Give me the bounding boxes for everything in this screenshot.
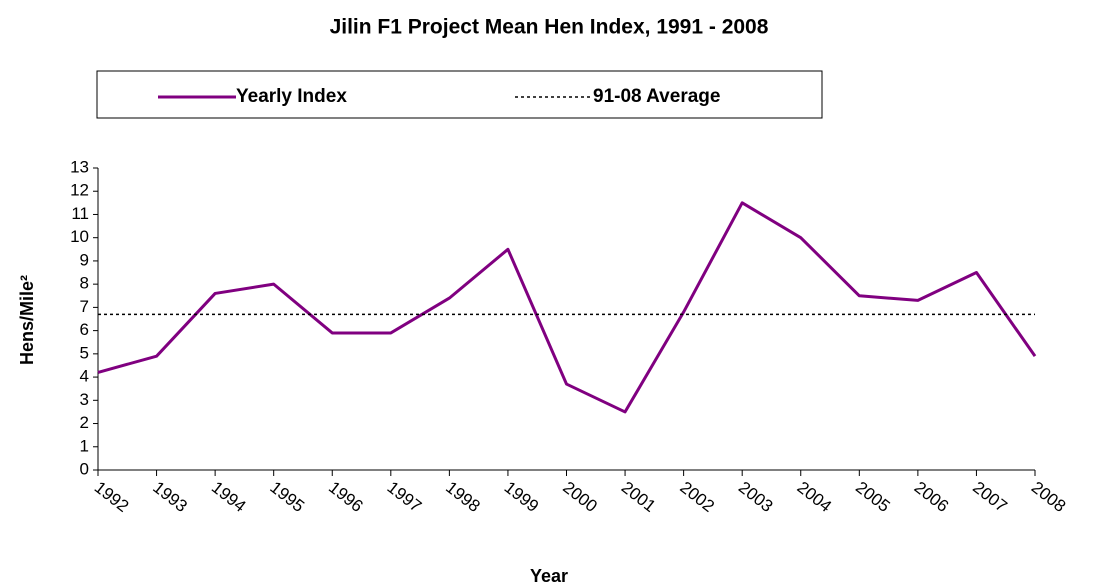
x-tick-label: 2008 xyxy=(1028,478,1070,516)
x-tick-label: 2006 xyxy=(911,478,953,516)
x-tick-label: 1992 xyxy=(91,478,133,516)
x-tick-label: 1995 xyxy=(266,478,308,516)
y-tick-label: 11 xyxy=(71,204,89,223)
x-tick-label: 1999 xyxy=(501,478,543,516)
x-tick-label: 1998 xyxy=(442,478,484,516)
y-axis-label: Hens/Mile² xyxy=(17,275,37,365)
legend-box xyxy=(96,70,823,119)
x-tick-label: 1993 xyxy=(149,478,191,516)
y-tick-label: 5 xyxy=(80,343,89,362)
x-tick-label: 2002 xyxy=(676,478,718,516)
x-tick-label: 2000 xyxy=(559,478,601,516)
y-tick-label: 9 xyxy=(80,250,89,269)
x-tick-label: 2003 xyxy=(735,478,777,516)
x-tick-label: 2004 xyxy=(794,478,836,516)
y-tick-label: 2 xyxy=(80,413,89,432)
y-tick-label: 6 xyxy=(80,320,89,339)
x-tick-label: 2007 xyxy=(969,478,1011,516)
legend-label: Yearly Index xyxy=(236,86,347,107)
x-axis-label: Year xyxy=(530,566,568,586)
y-tick-label: 0 xyxy=(80,459,89,478)
series-line xyxy=(97,201,1037,414)
y-tick-label: 4 xyxy=(80,367,89,386)
y-tick-label: 1 xyxy=(80,436,89,455)
y-tick-label: 13 xyxy=(70,157,89,176)
y-tick-label: 10 xyxy=(70,227,89,246)
y-tick-label: 8 xyxy=(80,274,89,293)
x-tick-label: 1994 xyxy=(208,478,250,516)
x-tick-label: 2005 xyxy=(852,478,894,516)
x-tick-label: 2001 xyxy=(618,478,660,516)
y-tick-label: 7 xyxy=(80,297,89,316)
chart-title: Jilin F1 Project Mean Hen Index, 1991 - … xyxy=(330,16,769,39)
x-tick-label: 1997 xyxy=(384,478,426,516)
y-tick-label: 3 xyxy=(80,390,89,409)
legend-label: 91-08 Average xyxy=(593,86,720,107)
x-tick-label: 1996 xyxy=(325,478,367,516)
y-tick-label: 12 xyxy=(70,181,89,200)
